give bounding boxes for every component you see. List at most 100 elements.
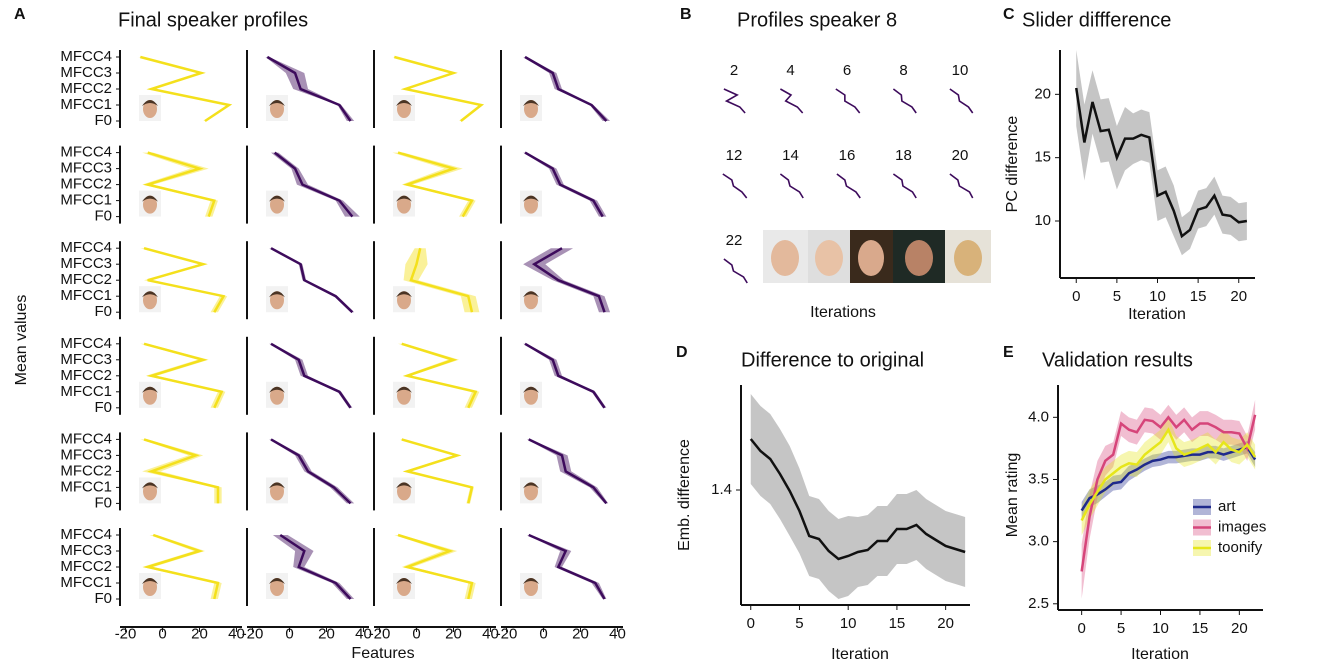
x-tick-label: 20 xyxy=(445,625,462,642)
y-axis-title: Mean rating xyxy=(1004,453,1021,538)
mini-profile xyxy=(780,174,803,198)
y-tick-label: MFCC3 xyxy=(60,542,112,559)
x-tick-label: 0 xyxy=(412,625,420,642)
y-tick-label: 20 xyxy=(1034,85,1051,102)
y-tick-label: F0 xyxy=(94,303,112,320)
y-tick-label: MFCC3 xyxy=(60,446,112,463)
mini-profile xyxy=(893,89,916,113)
x-axis-title: Iterations xyxy=(810,304,876,321)
iteration-label: 16 xyxy=(839,147,856,164)
x-tick-label: 20 xyxy=(318,625,335,642)
y-tick-label: MFCC2 xyxy=(60,462,112,479)
legend-label: toonify xyxy=(1218,539,1263,556)
x-tick-label: 20 xyxy=(1231,620,1248,637)
y-tick-label: MFCC4 xyxy=(60,144,112,161)
face-image xyxy=(954,240,982,276)
x-axis-title: Iteration xyxy=(1131,646,1189,663)
x-tick-label: 0 xyxy=(747,615,755,632)
b-face-strip xyxy=(763,230,991,283)
iteration-label: 10 xyxy=(952,62,969,79)
x-tick-label: 20 xyxy=(191,625,208,642)
face-image xyxy=(815,240,843,276)
y-tick-label: F0 xyxy=(94,494,112,511)
mini-profile xyxy=(724,89,745,113)
x-tick-label: 5 xyxy=(795,615,803,632)
x-tick-label: 20 xyxy=(937,615,954,632)
panel-label: E xyxy=(1003,344,1014,361)
y-tick-label: MFCC4 xyxy=(60,526,112,543)
y-tick-label: MFCC1 xyxy=(60,192,112,209)
x-tick-label: 0 xyxy=(539,625,547,642)
mini-profile xyxy=(836,89,860,113)
face-image xyxy=(858,240,884,276)
y-tick-label: MFCC4 xyxy=(60,239,112,256)
x-tick-label: -20 xyxy=(115,625,137,642)
iteration-label: 2 xyxy=(730,62,738,79)
error-band xyxy=(751,394,965,599)
chart-title: Validation results xyxy=(1042,349,1193,371)
mini-profile xyxy=(893,174,916,198)
mini-profile xyxy=(950,174,973,198)
iteration-label: 20 xyxy=(952,147,969,164)
iteration-label: 4 xyxy=(786,62,794,79)
x-tick-label: 15 xyxy=(1192,620,1209,637)
y-tick-label: F0 xyxy=(94,112,112,129)
y-tick-label: MFCC2 xyxy=(60,80,112,97)
face-image xyxy=(905,240,933,276)
panel-label: C xyxy=(1003,6,1015,23)
error-band xyxy=(1076,50,1247,255)
chart-title: Slider diffference xyxy=(1022,9,1171,31)
x-axis-title: Iteration xyxy=(831,646,889,663)
y-tick-label: MFCC3 xyxy=(60,64,112,81)
legend-label: art xyxy=(1218,498,1236,515)
x-axis-title: Features xyxy=(351,645,414,662)
y-tick-label: MFCC1 xyxy=(60,574,112,591)
profile-line xyxy=(534,248,604,312)
y-tick-label: F0 xyxy=(94,399,112,416)
iteration-label: 6 xyxy=(843,62,851,79)
y-axis-title: Emb. difference xyxy=(676,439,693,551)
mini-profile xyxy=(950,89,973,113)
x-tick-label: 20 xyxy=(572,625,589,642)
y-tick-label: MFCC4 xyxy=(60,335,112,352)
y-tick-label: F0 xyxy=(94,208,112,225)
iteration-label: 14 xyxy=(782,147,799,164)
y-tick-label: 4.0 xyxy=(1028,408,1049,425)
iteration-label: 18 xyxy=(895,147,912,164)
mini-profile xyxy=(837,174,860,198)
y-axis-title: PC difference xyxy=(1004,116,1021,213)
page: A Final speaker profiles Mean values Featur… xyxy=(0,0,1322,666)
y-tick-label: MFCC3 xyxy=(60,160,112,177)
x-tick-label: 0 xyxy=(285,625,293,642)
y-tick-label: 2.5 xyxy=(1028,595,1049,612)
face-image xyxy=(771,240,799,276)
iteration-label: 22 xyxy=(726,232,743,249)
y-tick-label: 3.5 xyxy=(1028,470,1049,487)
x-tick-label: 10 xyxy=(1149,288,1166,305)
mini-profile xyxy=(724,259,747,283)
legend-label: images xyxy=(1218,518,1266,535)
panel-label: D xyxy=(676,344,688,361)
y-tick-label: MFCC4 xyxy=(60,430,112,447)
y-tick-label: MFCC2 xyxy=(60,367,112,384)
y-axis-title: Mean values xyxy=(13,295,30,386)
y-tick-label: MFCC1 xyxy=(60,478,112,495)
x-tick-label: 5 xyxy=(1113,288,1121,305)
y-tick-label: MFCC2 xyxy=(60,176,112,193)
y-tick-label: MFCC1 xyxy=(60,96,112,113)
mini-profile xyxy=(723,174,747,198)
x-tick-label: -20 xyxy=(496,625,518,642)
figure: A Final speaker profiles Mean values Featur… xyxy=(0,0,1322,666)
iteration-label: 8 xyxy=(899,62,907,79)
y-tick-label: 10 xyxy=(1034,212,1051,229)
mini-profile xyxy=(780,89,802,113)
x-tick-label: 0 xyxy=(158,625,166,642)
panel-label: A xyxy=(14,6,26,23)
y-tick-label: MFCC3 xyxy=(60,351,112,368)
x-tick-label: 40 xyxy=(609,625,626,642)
y-tick-label: MFCC1 xyxy=(60,383,112,400)
x-tick-label: 10 xyxy=(840,615,857,632)
y-tick-label: MFCC2 xyxy=(60,558,112,575)
x-tick-label: 15 xyxy=(889,615,906,632)
chart-title: Final speaker profiles xyxy=(118,9,308,31)
